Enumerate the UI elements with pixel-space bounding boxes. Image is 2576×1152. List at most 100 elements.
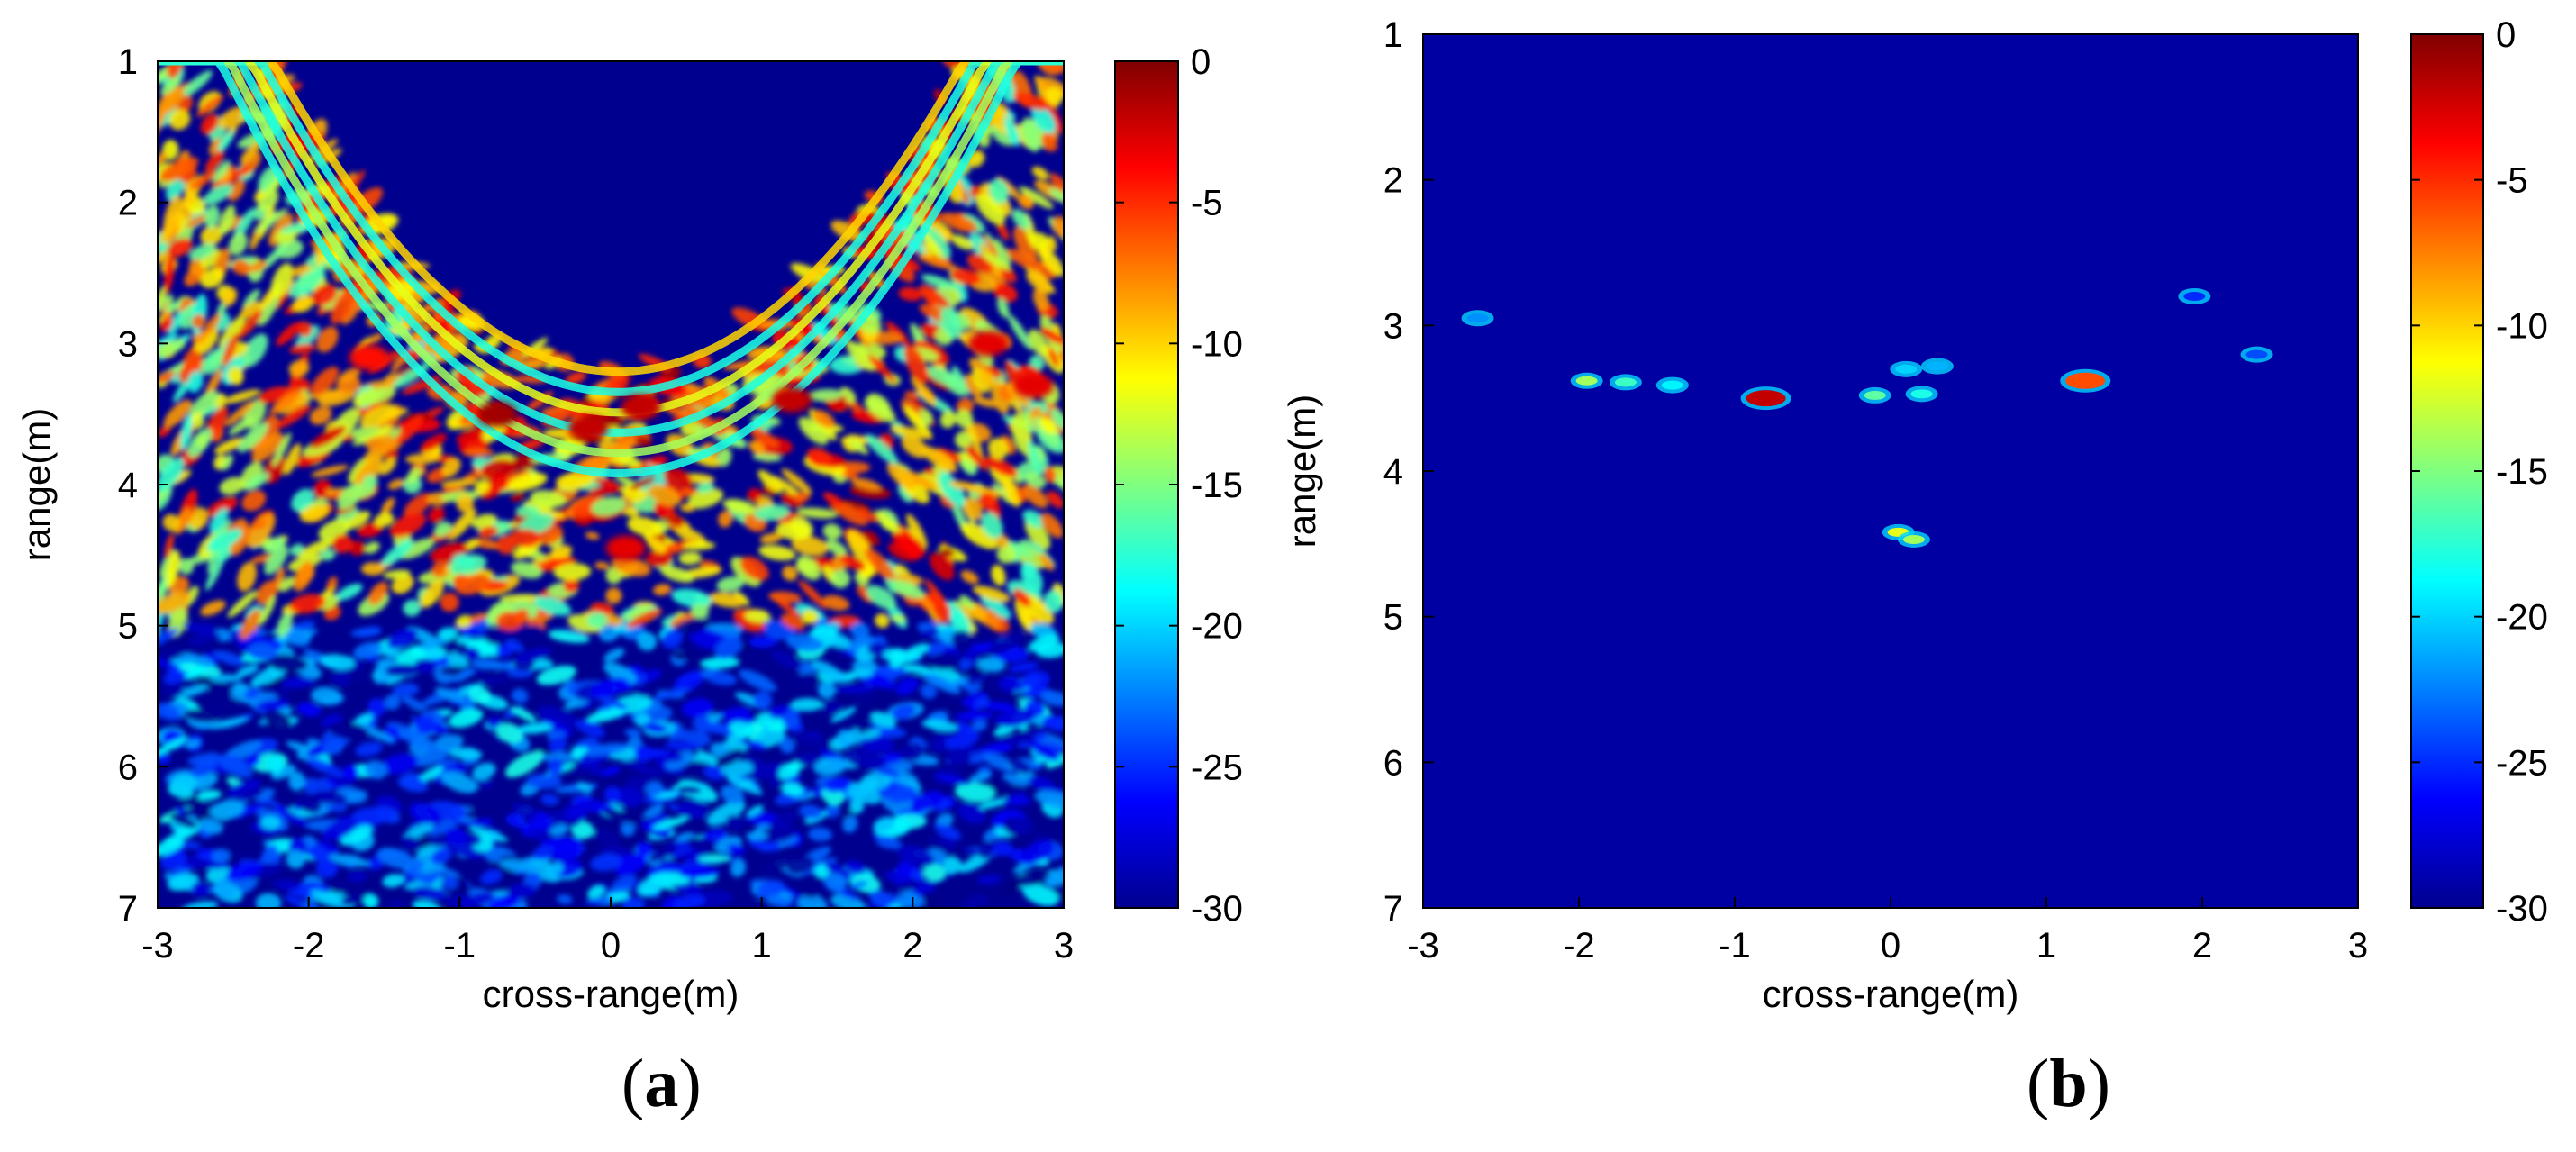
speckle: [182, 803, 217, 817]
y-tick-label: 6: [118, 748, 138, 787]
speckle: [1019, 186, 1054, 210]
speckle: [565, 371, 586, 386]
speckle: [332, 534, 353, 554]
speckle: [270, 263, 294, 299]
speckle: [499, 858, 540, 874]
speckle: [624, 728, 642, 738]
speckle: [199, 818, 223, 835]
target-point: [1746, 390, 1786, 407]
y-tick-label: 1: [1383, 15, 1403, 55]
speckle: [268, 388, 303, 414]
speckle: [299, 504, 330, 522]
speckle: [364, 541, 380, 554]
speckle: [162, 513, 180, 531]
colorbar-tick-label: -10: [2496, 306, 2548, 346]
speckle: [1006, 382, 1031, 409]
target-point: [1466, 313, 1489, 323]
speckle: [354, 401, 382, 417]
speckle: [188, 634, 213, 648]
speckle: [602, 809, 644, 824]
speckle: [277, 612, 293, 638]
speckle: [260, 631, 280, 640]
speckle: [996, 544, 1017, 564]
x-tick-label: 3: [1054, 926, 1074, 966]
speckle: [1040, 132, 1058, 152]
speckle: [360, 562, 385, 576]
speckle: [166, 549, 181, 587]
speckle: [353, 455, 383, 492]
speckle: [1039, 417, 1057, 434]
speckle: [1011, 209, 1030, 230]
hotspot: [772, 387, 812, 413]
speckle: [716, 576, 745, 593]
speckle: [1029, 232, 1049, 250]
speckle: [1002, 773, 1030, 786]
speckle: [971, 367, 991, 394]
speckle: [169, 812, 197, 829]
speckle: [191, 882, 210, 897]
speckle: [374, 513, 395, 528]
speckle: [441, 458, 461, 477]
speckle: [888, 650, 904, 668]
speckle: [748, 636, 777, 649]
speckle: [357, 522, 384, 538]
speckle: [217, 131, 234, 153]
speckle: [259, 594, 277, 626]
speckle: [652, 687, 691, 701]
target-point: [1902, 534, 1925, 544]
speckle: [302, 437, 342, 458]
speckle: [593, 829, 620, 845]
speckle: [967, 422, 984, 462]
speckle: [225, 400, 255, 427]
target-point: [1864, 390, 1886, 400]
speckle: [865, 548, 895, 580]
speckle: [488, 861, 518, 880]
speckle: [920, 629, 941, 638]
hotspot: [349, 345, 389, 370]
speckle: [434, 734, 464, 751]
speckle: [934, 774, 970, 785]
speckle: [680, 503, 694, 513]
speckle: [846, 668, 874, 678]
speckle: [679, 867, 721, 879]
speckle: [975, 193, 1006, 225]
speckle: [587, 485, 626, 495]
speckle: [652, 816, 689, 830]
speckle: [550, 844, 577, 861]
speckle: [978, 840, 994, 859]
speckle: [241, 333, 268, 367]
speckle: [397, 776, 429, 793]
speckle: [955, 712, 994, 721]
speckle: [1010, 796, 1031, 806]
speckle: [188, 390, 219, 419]
speckle: [603, 785, 621, 803]
speckle: [262, 844, 279, 864]
speckle: [276, 322, 302, 346]
speckle: [400, 835, 421, 850]
speckle: [1021, 670, 1050, 690]
speckle: [785, 634, 824, 652]
speckle: [1048, 347, 1059, 367]
speckle: [896, 860, 913, 878]
speckle: [444, 841, 485, 860]
speckle: [382, 874, 404, 888]
speckle: [768, 591, 802, 603]
speckle: [759, 532, 783, 544]
speckle: [315, 859, 338, 878]
speckle: [1030, 104, 1057, 134]
speckle: [920, 445, 957, 473]
speckle: [678, 551, 702, 566]
colorbar: [1114, 60, 1179, 909]
colorbar-tick-label: -15: [1191, 466, 1243, 505]
speckle: [163, 399, 192, 429]
speckle: [280, 222, 313, 233]
panel-b-caption: (b): [2027, 1046, 2110, 1121]
y-tick-label: 2: [118, 184, 138, 223]
speckle: [1040, 513, 1064, 539]
speckle: [337, 484, 363, 511]
speckle: [1004, 116, 1020, 147]
speckle: [891, 703, 916, 721]
speckle: [746, 804, 764, 817]
speckle: [420, 579, 445, 608]
speckle: [929, 592, 950, 624]
